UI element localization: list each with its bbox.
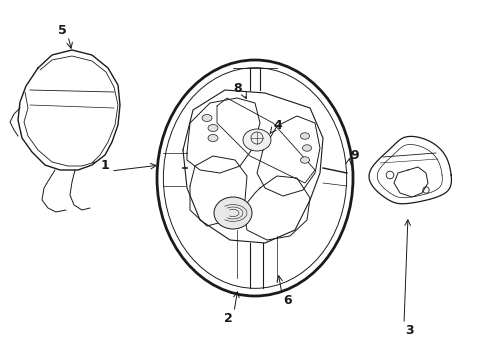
Ellipse shape [207, 135, 218, 141]
Text: 6: 6 [283, 293, 292, 306]
Ellipse shape [300, 133, 309, 139]
Ellipse shape [207, 125, 218, 131]
Ellipse shape [302, 145, 311, 151]
Ellipse shape [300, 157, 309, 163]
Ellipse shape [214, 197, 251, 229]
Text: 9: 9 [350, 149, 359, 162]
Ellipse shape [202, 114, 212, 122]
Ellipse shape [243, 129, 270, 151]
Text: 3: 3 [405, 324, 413, 337]
Text: 1: 1 [101, 158, 109, 171]
Text: 2: 2 [223, 311, 232, 324]
Text: 8: 8 [233, 81, 242, 94]
Ellipse shape [163, 68, 346, 288]
Text: 5: 5 [58, 23, 66, 36]
Text: 4: 4 [273, 118, 282, 131]
